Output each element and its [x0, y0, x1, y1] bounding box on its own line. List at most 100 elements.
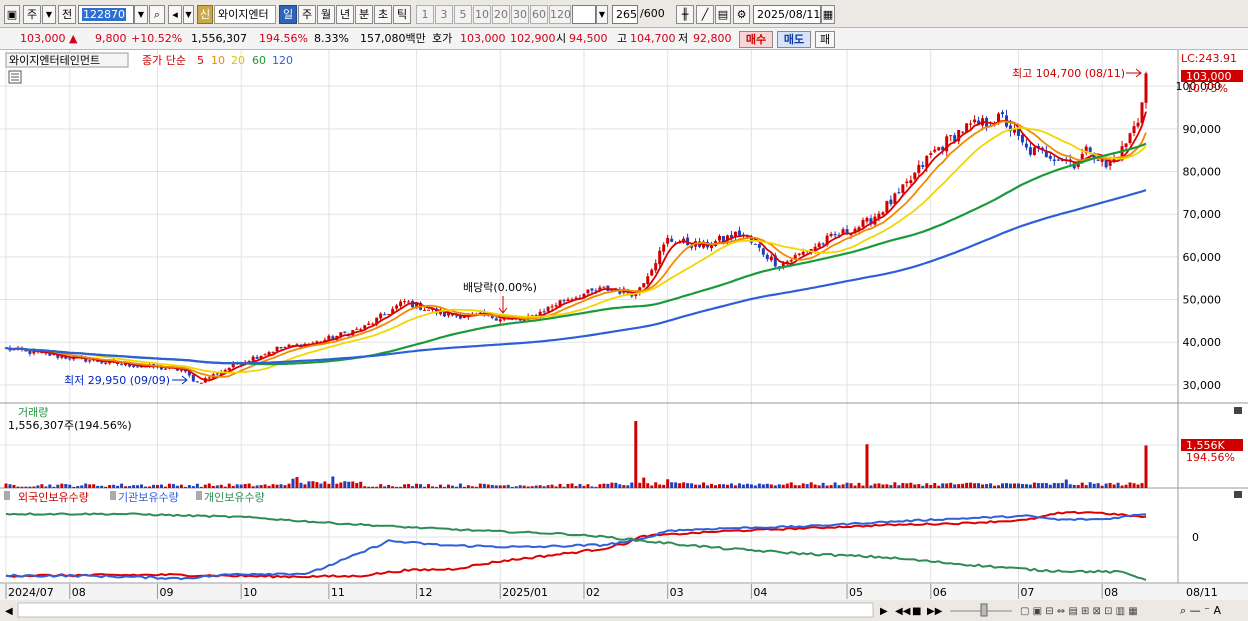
period-week-button[interactable]: 주 — [298, 5, 316, 24]
interval-input[interactable] — [572, 5, 596, 24]
volume-bar — [897, 485, 901, 488]
volume-bar — [901, 482, 905, 488]
volume-bar — [1132, 483, 1136, 488]
scroll-left-icon[interactable]: ◀ — [5, 606, 13, 617]
candle-body — [538, 311, 542, 317]
gear-icon[interactable]: ⚙ — [733, 5, 750, 24]
volume-bar — [44, 486, 48, 488]
candle-body — [765, 254, 769, 260]
minute-120-button[interactable]: 120 — [549, 5, 571, 24]
stock-code-input[interactable]: 122870 — [78, 5, 134, 24]
volume-bar — [534, 485, 538, 488]
chart-toolbar: ▣ 주 ▼ 전 122870 ▼ ⌕ ◂ ▼ 신 와이지엔터 일 주 월 년 분… — [0, 0, 1248, 28]
scroll-right-icon[interactable]: ▶ — [880, 606, 888, 617]
volume-bar — [945, 483, 949, 488]
code-dropdown-icon[interactable]: ▼ — [134, 5, 148, 24]
minute-5-button[interactable]: 5 — [454, 5, 472, 24]
minute-20-button[interactable]: 20 — [492, 5, 510, 24]
legend-stock-name: 와이지엔터테인먼트 — [9, 54, 100, 67]
chart-background — [0, 50, 1248, 621]
speaker-dropdown-icon[interactable]: ▼ — [183, 5, 194, 24]
volume-bar — [140, 484, 144, 488]
volume-bar — [777, 484, 781, 488]
volume-bar — [104, 486, 108, 488]
volume-bar — [594, 486, 598, 488]
chart-area[interactable]: 30,000 40,000 50,000 60,000 70,000 80,000 90,0… — [0, 50, 1248, 621]
candle-body — [646, 276, 650, 284]
volume-bar — [574, 486, 578, 488]
volume-bar — [470, 486, 474, 488]
prev-button[interactable]: 전 — [58, 5, 76, 24]
speaker-icon[interactable]: ◂ — [168, 5, 182, 24]
volume-bar — [1052, 483, 1056, 488]
minute-30-button[interactable]: 30 — [511, 5, 529, 24]
window-icon[interactable]: ▣ — [4, 5, 20, 24]
sell-button[interactable]: 매도 — [777, 31, 811, 48]
candle-body — [658, 250, 662, 265]
save-icon[interactable]: ▤ — [715, 5, 731, 24]
zoom-tools-icon[interactable]: ⌕ — ⁻ A — [1180, 604, 1221, 617]
period-year-button[interactable]: 년 — [336, 5, 354, 24]
minute-60-button[interactable]: 60 — [530, 5, 548, 24]
volume-bar — [877, 483, 881, 488]
candle-body — [929, 153, 933, 155]
volume-bar — [454, 486, 458, 488]
candle-body — [227, 367, 231, 371]
period-day-button[interactable]: 일 — [279, 5, 297, 24]
x-tick-label: 2025/01 — [502, 586, 548, 599]
calendar-icon[interactable]: ▦ — [821, 5, 835, 24]
candle-body — [84, 357, 88, 362]
market-dropdown-icon[interactable]: ▼ — [42, 5, 56, 24]
period-tick-button[interactable]: 틱 — [393, 5, 411, 24]
volume-bar — [1048, 484, 1052, 488]
turnover: 8.33% — [314, 32, 349, 45]
volume-bar — [857, 482, 861, 488]
volume-bar — [618, 484, 622, 488]
date-input[interactable]: 2025/08/11 — [753, 5, 821, 24]
period-second-button[interactable]: 초 — [374, 5, 392, 24]
volume-bar — [411, 486, 415, 488]
low-arrow-icon — [172, 375, 188, 385]
minute-3-button[interactable]: 3 — [435, 5, 453, 24]
grid — [0, 50, 1178, 583]
scroll-track[interactable] — [17, 602, 874, 618]
draw-tool-icon[interactable]: ╱ — [696, 5, 714, 24]
minute-1-button[interactable]: 1 — [416, 5, 434, 24]
period-month-button[interactable]: 월 — [317, 5, 335, 24]
layout-icons[interactable]: ▢ ▣ ⊟ ⇔ ▤ ⊞ ⊠ ⊡ ▥ ▦ — [1020, 606, 1138, 617]
volume-bar — [610, 482, 614, 488]
candle-body — [403, 301, 407, 303]
stop-icon[interactable]: ■ — [912, 606, 921, 617]
candle-body — [1132, 126, 1136, 134]
volume-bar — [1092, 483, 1096, 488]
volume-bar — [969, 482, 973, 488]
search-icon[interactable]: ⌕ — [149, 5, 165, 24]
rewind-icon[interactable]: ◀◀ — [895, 606, 911, 617]
interval-dropdown-icon[interactable]: ▼ — [596, 5, 608, 24]
bar-count-input[interactable]: 265 — [612, 5, 638, 24]
legend-institution: 기관보유수량 — [118, 491, 179, 504]
volume-bar — [602, 483, 606, 488]
candle-body — [590, 288, 594, 291]
volume-bar — [24, 486, 28, 488]
minute-10-button[interactable]: 10 — [473, 5, 491, 24]
period-minute-button[interactable]: 분 — [355, 5, 373, 24]
holdings-panel-close-icon[interactable] — [1234, 491, 1242, 498]
buy-button[interactable]: 매수 — [739, 31, 773, 48]
volume-bar — [789, 482, 793, 488]
candle-body — [654, 263, 658, 271]
stock-name-field[interactable]: 와이지엔터 — [214, 5, 276, 24]
candle-body — [367, 323, 371, 325]
fast-forward-icon[interactable]: ▶▶ — [927, 606, 943, 617]
zoom-slider-handle[interactable] — [980, 603, 988, 617]
volume-panel-close-icon[interactable] — [1234, 407, 1242, 414]
volume-bar — [913, 484, 917, 488]
volume-bar — [817, 485, 821, 488]
volume-bar — [662, 484, 666, 488]
legend-marker-icon — [110, 491, 116, 500]
market-select[interactable]: 주 — [23, 5, 41, 24]
extra-button[interactable]: 패 — [815, 31, 835, 48]
volume-bar — [96, 485, 100, 488]
candle-type-icon[interactable]: ╫ — [676, 5, 694, 24]
volume-bar — [869, 485, 873, 488]
